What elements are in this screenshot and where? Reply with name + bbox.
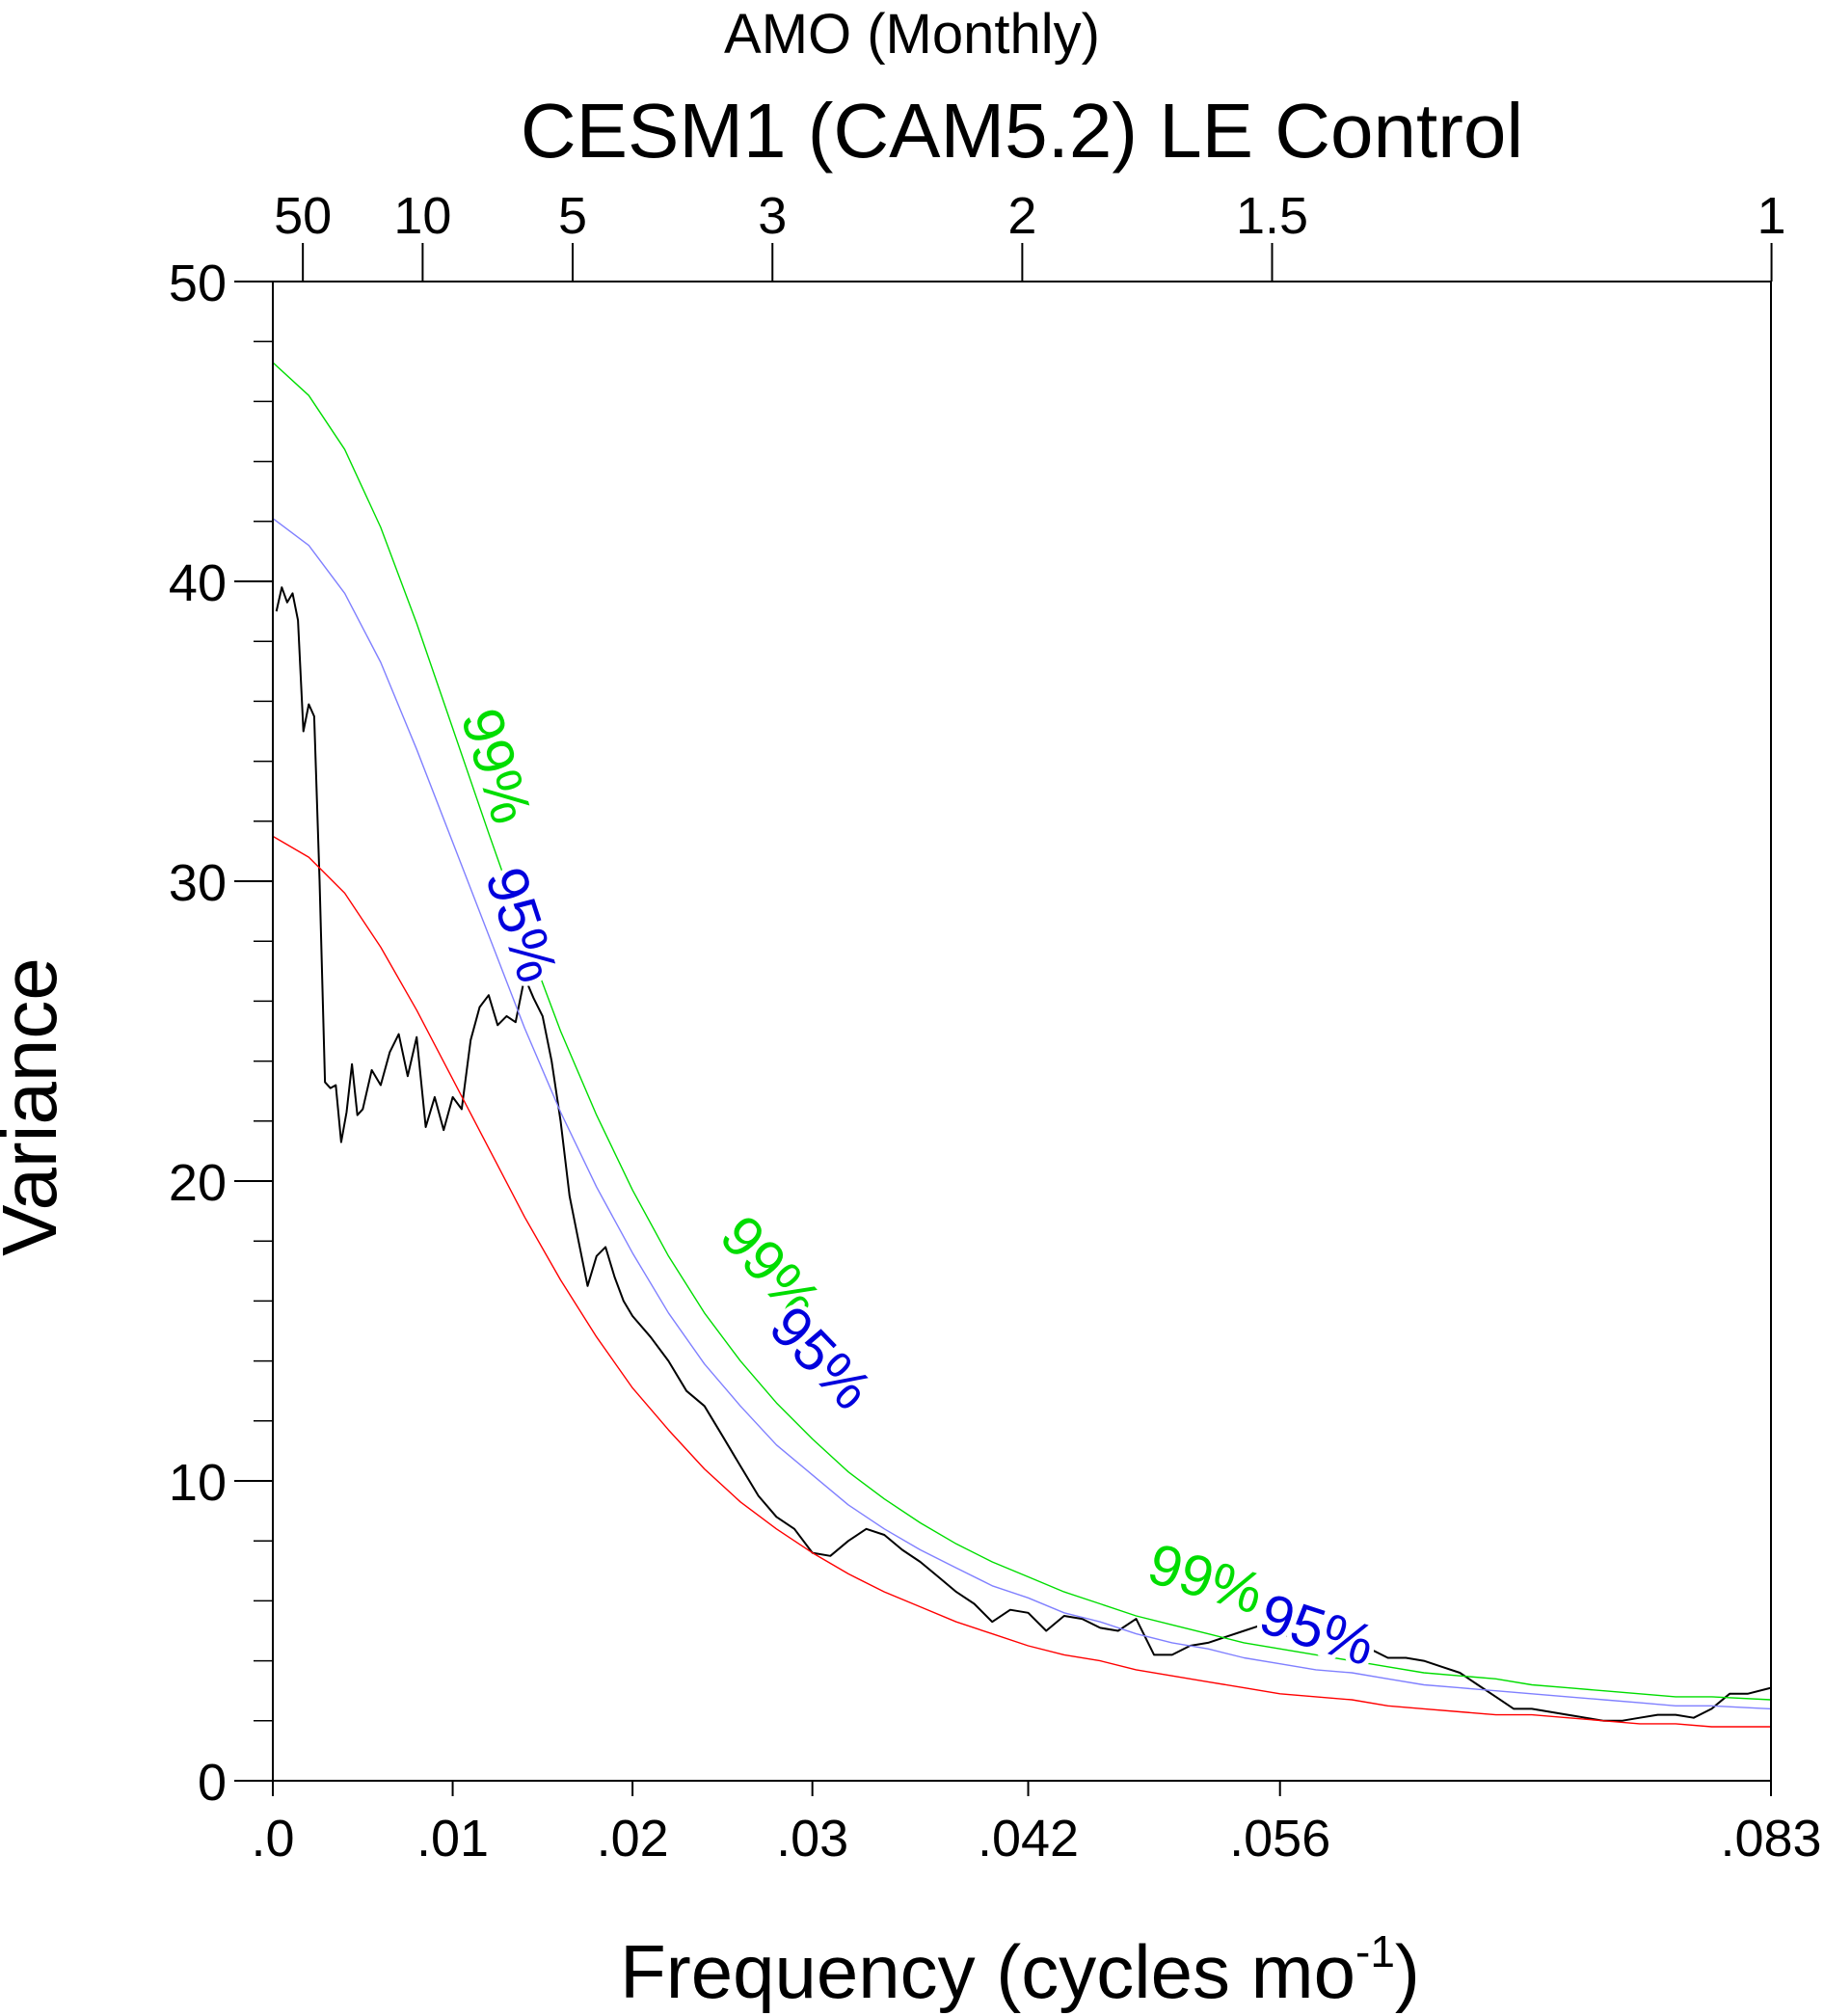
plot-frame bbox=[272, 281, 1772, 1782]
y-axis-label: Variance bbox=[0, 957, 72, 1256]
x-tick-label-1: .01 bbox=[416, 1810, 489, 1868]
series-layer bbox=[272, 362, 1772, 1728]
x-axis-label-main: Frequency (cycles mo bbox=[620, 1929, 1355, 2014]
chart-title: CESM1 (CAM5.2) LE Control bbox=[521, 88, 1523, 174]
top-tick-label-3: 3 bbox=[758, 187, 787, 245]
y-tick-label-1: 10 bbox=[169, 1454, 227, 1512]
series-line-99pct bbox=[272, 362, 1772, 1701]
y-tick-label-0: 0 bbox=[198, 1754, 227, 1812]
x-tick-label-3: .03 bbox=[776, 1810, 848, 1868]
chart-supertitle: AMO (Monthly) bbox=[724, 3, 1100, 66]
x-tick-label-5: .056 bbox=[1229, 1810, 1330, 1868]
x-axis-label-close: ) bbox=[1395, 1929, 1420, 2014]
x-tick-label-0: .0 bbox=[251, 1810, 294, 1868]
annotation-label-1: 95% bbox=[473, 860, 571, 990]
annotation-label-0: 99% bbox=[448, 701, 544, 830]
top-tick-label-0: 50 bbox=[274, 187, 332, 245]
top-tick-label-6: 1 bbox=[1757, 187, 1786, 245]
y-tick-label-4: 40 bbox=[169, 554, 227, 612]
y-tick-label-3: 30 bbox=[169, 854, 227, 912]
y-tick-label-5: 50 bbox=[169, 255, 227, 312]
top-tick-label-2: 5 bbox=[558, 187, 587, 245]
annotations: 99%95%99%95%99%95% bbox=[443, 696, 1386, 1682]
x-tick-label-6: .083 bbox=[1720, 1810, 1821, 1868]
top-tick-label-5: 1.5 bbox=[1236, 187, 1308, 245]
x-axis-label: Frequency (cycles mo-1) bbox=[620, 1926, 1420, 2014]
annotation-label-5: 95% bbox=[1252, 1581, 1382, 1679]
axis-ticks: .0 .01 .02 .03 .042 .056 .083 0 10 20 30 40 50 50 10 5 3… bbox=[169, 187, 1822, 1868]
series-line-spectrum bbox=[275, 586, 1772, 1722]
x-axis-label-sup: -1 bbox=[1355, 1926, 1395, 1976]
y-tick-label-2: 20 bbox=[169, 1154, 227, 1212]
annotation-label-4: 99% bbox=[1140, 1531, 1270, 1626]
series-line-red-noise bbox=[272, 835, 1771, 1728]
x-tick-label-4: .042 bbox=[978, 1810, 1079, 1868]
top-tick-label-4: 2 bbox=[1007, 187, 1036, 245]
x-tick-label-2: .02 bbox=[597, 1810, 669, 1868]
top-tick-label-1: 10 bbox=[393, 187, 451, 245]
series-line-95pct bbox=[272, 518, 1772, 1710]
